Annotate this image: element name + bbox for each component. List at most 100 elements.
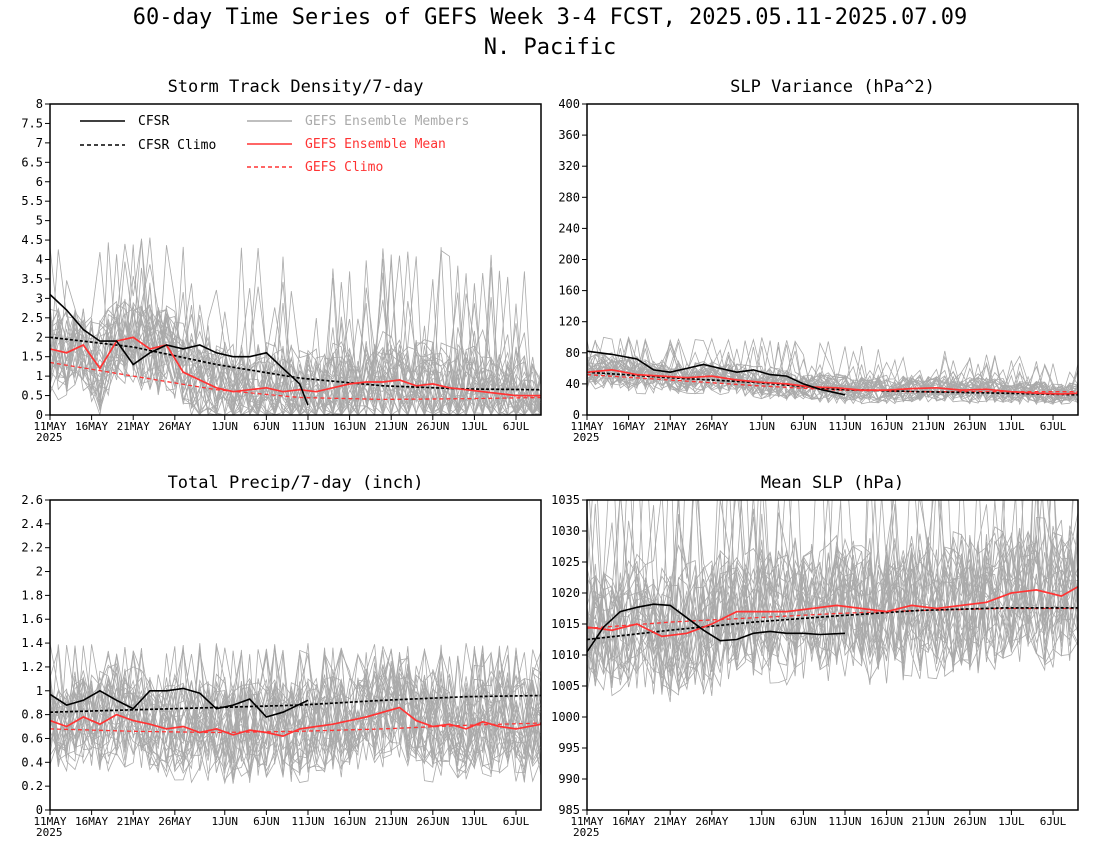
ensemble-member-line: [587, 338, 1078, 401]
series-line-obs-climo: [587, 371, 1078, 396]
plot-area: [50, 237, 541, 415]
chart-title: Total Precip/7-day (inch): [168, 473, 424, 493]
series-line-obs-climo: [50, 694, 541, 714]
y-tick-label: 160: [558, 284, 580, 298]
x-year-label: 2025: [573, 431, 600, 444]
x-tick-label: 6JUN: [790, 815, 817, 828]
x-tick-label: 16JUN: [333, 420, 366, 433]
y-tick-label: 4: [36, 253, 43, 267]
x-tick-label: 11JUN: [291, 420, 324, 433]
y-tick-label: 320: [558, 159, 580, 173]
ensemble-member-line: [50, 646, 541, 778]
legend-cfsr-climo-label: CFSR Climo: [138, 138, 216, 153]
y-tick-label: 0.6: [21, 731, 43, 745]
y-tick-label: 200: [558, 253, 580, 267]
y-tick-label: 6: [36, 175, 43, 189]
y-tick-label: 1: [36, 369, 43, 383]
series-line-model-climo: [50, 361, 541, 401]
ensemble-member-line: [50, 646, 541, 774]
x-tick-label: 1JUL: [998, 815, 1025, 828]
series-line-mean: [50, 706, 541, 737]
y-tick-label: 2.2: [21, 541, 43, 555]
legend-gefs-climo-label: GEFS Climo: [305, 160, 383, 175]
ensemble-member-line: [50, 249, 541, 415]
ensemble-member-line: [587, 500, 1078, 694]
x-tick-label: 16JUN: [870, 815, 903, 828]
ensemble-member-line: [50, 309, 541, 415]
chart-panel: Total Precip/7-day (inch)00.20.40.60.811…: [21, 473, 542, 839]
y-tick-label: 995: [558, 741, 580, 755]
x-year-label: 2025: [36, 826, 63, 839]
y-tick-label: 400: [558, 97, 580, 111]
ensemble-member-line: [50, 644, 541, 772]
plot-area: [50, 643, 541, 785]
ensemble-member-line: [50, 256, 541, 415]
ensemble-member-line: [587, 500, 1078, 671]
x-tick-label: 6JUN: [790, 420, 817, 433]
y-tick-label: 2: [36, 565, 43, 579]
x-tick-label: 26MAY: [158, 420, 191, 433]
ensemble-member-line: [587, 500, 1078, 681]
x-tick-label: 16MAY: [612, 420, 645, 433]
x-tick-label: 6JUN: [253, 420, 280, 433]
x-tick-label: 21JUN: [375, 420, 408, 433]
y-tick-label: 0.5: [21, 389, 43, 403]
ensemble-member-line: [50, 245, 541, 415]
y-tick-label: 2.6: [21, 493, 43, 507]
y-tick-label: 7.5: [21, 116, 43, 130]
x-tick-label: 21MAY: [654, 815, 687, 828]
plot-area: [587, 500, 1078, 703]
y-tick-label: 1.2: [21, 660, 43, 674]
y-tick-label: 8: [36, 97, 43, 111]
y-tick-label: 985: [558, 803, 580, 817]
y-tick-label: 2.5: [21, 311, 43, 325]
chart-title: Storm Track Density/7-day: [168, 77, 424, 97]
ensemble-member-line: [587, 346, 1078, 405]
x-tick-label: 26JUN: [953, 420, 986, 433]
series-line-obs: [587, 350, 846, 396]
plot-frame: [586, 499, 1079, 811]
x-tick-label: 1JUN: [212, 420, 239, 433]
x-tick-label: 21JUN: [375, 815, 408, 828]
ensemble-member-line: [587, 500, 1078, 673]
y-tick-label: 6.5: [21, 155, 43, 169]
series-line-mean: [587, 369, 1078, 395]
ensemble-member-line: [50, 644, 541, 767]
x-tick-label: 16JUN: [870, 420, 903, 433]
y-tick-label: 1005: [551, 679, 580, 693]
ensemble-member-line: [587, 500, 1078, 683]
x-tick-label: 6JUL: [503, 815, 530, 828]
x-tick-label: 21JUN: [912, 420, 945, 433]
ensemble-member-line: [587, 341, 1078, 400]
legend-mean-label: GEFS Ensemble Mean: [305, 137, 446, 152]
plot-frame: [49, 103, 542, 416]
series-line-mean: [587, 586, 1078, 638]
x-tick-label: 1JUL: [461, 815, 488, 828]
x-tick-label: 11JUN: [828, 420, 861, 433]
ensemble-member-line: [587, 500, 1078, 703]
y-tick-label: 2: [36, 330, 43, 344]
y-tick-label: 0: [573, 408, 580, 422]
y-tick-label: 4.5: [21, 233, 43, 247]
legend: CFSR CFSR Climo GEFS Ensemble Members GEFS …: [80, 114, 469, 175]
y-tick-label: 990: [558, 772, 580, 786]
x-tick-label: 16MAY: [75, 815, 108, 828]
x-tick-label: 11MAY: [33, 420, 66, 433]
figure-subtitle: N. Pacific: [483, 35, 617, 60]
y-tick-label: 240: [558, 221, 580, 235]
y-tick-label: 1025: [551, 555, 580, 569]
ensemble-member-line: [50, 299, 541, 415]
x-year-label: 2025: [36, 431, 63, 444]
chart-panel: Storm Track Density/7-day 0 0.5 1 1.5 2 2.5 3 3.…: [21, 77, 542, 444]
x-tick-label: 6JUL: [503, 420, 530, 433]
chart-title: SLP Variance (hPa^2): [730, 77, 935, 97]
y-tick-label: 1035: [551, 493, 580, 507]
y-tick-label: 7: [36, 136, 43, 150]
series-line-obs: [587, 603, 846, 653]
y-tick-label: 1.5: [21, 350, 43, 364]
plot-frame: [49, 499, 542, 811]
y-tick-label: 1.4: [21, 636, 43, 650]
x-tick-label: 1JUN: [749, 815, 776, 828]
y-tick-label: 5: [36, 214, 43, 228]
series-line-model-climo: [50, 722, 541, 734]
